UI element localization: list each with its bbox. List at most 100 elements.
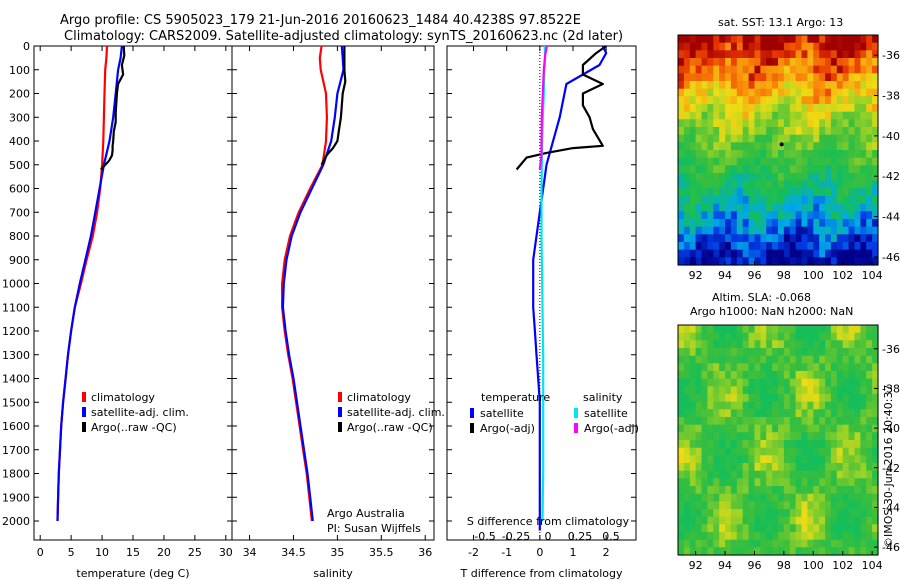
sla-cell bbox=[860, 486, 867, 495]
sst-cell bbox=[713, 73, 720, 82]
sst-cell bbox=[678, 150, 685, 159]
sst-cell bbox=[807, 211, 814, 220]
sla-cell bbox=[678, 532, 685, 541]
sla-cell bbox=[695, 501, 703, 510]
sla-cell bbox=[766, 424, 773, 433]
sst-cell bbox=[701, 180, 708, 189]
sst-cell bbox=[866, 96, 873, 105]
sla-cell bbox=[848, 516, 856, 525]
sla-cell bbox=[713, 355, 720, 364]
sla-cell bbox=[872, 539, 879, 548]
sla-cell bbox=[813, 463, 820, 472]
sla-cell bbox=[860, 348, 867, 357]
sla-cell bbox=[848, 401, 856, 410]
sla-cell bbox=[842, 463, 850, 472]
sla-cell bbox=[842, 378, 850, 387]
sla-cell bbox=[725, 432, 732, 441]
sst-cell bbox=[760, 104, 767, 113]
sst-cell bbox=[848, 226, 856, 235]
sst-cell bbox=[848, 96, 856, 105]
sla-cell bbox=[866, 355, 873, 364]
sst-cell bbox=[736, 127, 744, 136]
sst-cell bbox=[848, 42, 856, 51]
sla-cell bbox=[860, 455, 867, 464]
sla-cell bbox=[736, 432, 744, 441]
sla-cell bbox=[872, 455, 879, 464]
sla-cell bbox=[854, 532, 861, 541]
sla-cell bbox=[836, 355, 844, 364]
sla-cell bbox=[842, 478, 850, 487]
sst-cell bbox=[772, 127, 779, 136]
sst-cell bbox=[860, 119, 867, 128]
sla-cell bbox=[742, 325, 750, 334]
sst-cell bbox=[860, 165, 867, 174]
sst-cell bbox=[801, 157, 808, 166]
sla-xtick-label: 98 bbox=[777, 559, 791, 572]
sla-cell bbox=[860, 340, 867, 349]
sst-cell bbox=[872, 226, 879, 235]
sst-cell bbox=[825, 249, 832, 258]
sst-cell bbox=[707, 249, 714, 258]
sst-cell bbox=[713, 150, 720, 159]
sla-cell bbox=[689, 501, 697, 510]
sla-cell bbox=[854, 463, 861, 472]
sst-cell bbox=[813, 226, 820, 235]
sst-cell bbox=[836, 150, 844, 159]
sst-cell bbox=[683, 119, 691, 128]
sst-cell bbox=[719, 127, 726, 136]
sst-cell bbox=[678, 142, 685, 151]
sst-cell bbox=[742, 104, 750, 113]
sst-cell bbox=[836, 157, 844, 166]
sst-ytick-label: -40 bbox=[882, 130, 900, 143]
sst-cell bbox=[819, 50, 826, 59]
sla-cell bbox=[813, 386, 820, 395]
sla-cell bbox=[742, 440, 750, 449]
sst-cell bbox=[789, 50, 797, 59]
sst-cell bbox=[730, 242, 738, 251]
sla-cell bbox=[825, 478, 832, 487]
sst-cell bbox=[789, 173, 797, 182]
temperature-series-line bbox=[56, 45, 123, 522]
sst-cell bbox=[754, 219, 761, 228]
sla-cell bbox=[754, 363, 761, 372]
sst-cell bbox=[819, 234, 826, 243]
sla-cell bbox=[742, 409, 750, 418]
sst-cell bbox=[854, 127, 861, 136]
sla-cell bbox=[772, 463, 779, 472]
sla-xtick-label: 104 bbox=[862, 559, 883, 572]
sla-cell bbox=[713, 348, 720, 357]
sla-cell bbox=[866, 455, 873, 464]
sst-cell bbox=[748, 134, 756, 143]
sla-cell bbox=[848, 325, 856, 334]
sst-cell bbox=[819, 119, 826, 128]
sst-cell bbox=[701, 188, 708, 197]
sla-cell bbox=[866, 478, 873, 487]
sst-cell bbox=[766, 111, 773, 120]
sla-cell bbox=[719, 509, 726, 518]
sst-cell bbox=[736, 88, 744, 97]
sst-cell bbox=[689, 96, 697, 105]
sla-cell bbox=[701, 417, 708, 426]
sla-cell bbox=[689, 486, 697, 495]
sla-cell bbox=[701, 516, 708, 525]
sla-cell bbox=[707, 524, 714, 533]
sst-cell bbox=[783, 104, 791, 113]
sla-cell bbox=[825, 493, 832, 502]
sla-cell bbox=[701, 532, 708, 541]
sst-cell bbox=[848, 196, 856, 205]
sst-cell bbox=[860, 249, 867, 258]
sst-cell bbox=[748, 188, 756, 197]
sla-cell bbox=[725, 394, 732, 403]
sst-cell bbox=[872, 211, 879, 220]
sla-cell bbox=[778, 371, 785, 380]
sst-cell bbox=[819, 88, 826, 97]
difference-xtick-label: -2 bbox=[468, 546, 479, 559]
sst-cell bbox=[795, 58, 803, 67]
sst-cell bbox=[830, 134, 838, 143]
sla-cell bbox=[854, 386, 861, 395]
sla-cell bbox=[778, 424, 785, 433]
sla-cell bbox=[772, 501, 779, 510]
sst-cell bbox=[836, 65, 844, 74]
sst-cell bbox=[789, 73, 797, 82]
sla-cell bbox=[772, 524, 779, 533]
